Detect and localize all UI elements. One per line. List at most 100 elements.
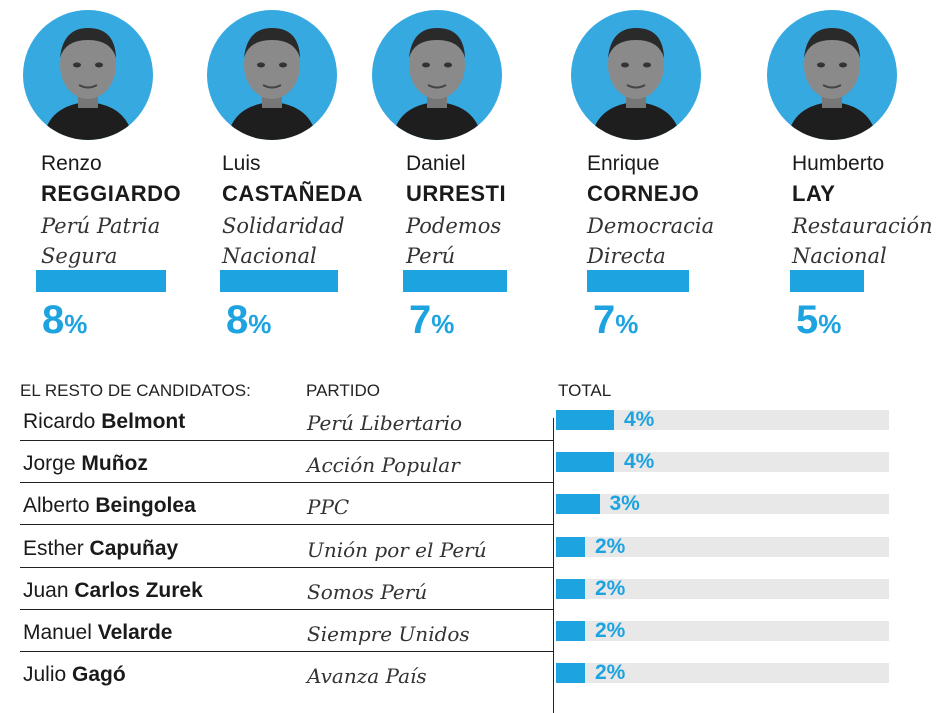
row-percentage: 2%: [595, 576, 626, 600]
candidate-bar: [36, 270, 166, 292]
column-divider: [553, 418, 554, 461]
table-row-name: Juan Carlos Zurek: [23, 579, 203, 603]
row-divider: [20, 566, 553, 568]
row-last-name: Muñoz: [81, 452, 148, 476]
column-divider: [553, 460, 554, 503]
row-last-name: Carlos Zurek: [74, 578, 203, 602]
row-percentage: 2%: [595, 661, 626, 685]
row-bar-track: [556, 663, 889, 684]
candidate-party: Podemos Perú: [406, 211, 576, 271]
candidate-bar: [790, 270, 864, 292]
row-bar-fill: [556, 536, 585, 557]
candidate-last-name: LAY: [792, 181, 836, 206]
row-first-name: Esther: [23, 536, 84, 560]
candidate-party-line: Perú: [406, 244, 456, 268]
row-divider: [20, 608, 553, 610]
column-divider: [553, 671, 554, 713]
row-last-name: Capuñay: [89, 536, 179, 560]
candidate-last-name: URRESTI: [406, 181, 507, 206]
header-total: TOTAL: [558, 381, 612, 400]
row-last-name: Velarde: [97, 621, 173, 644]
percentage-value: 7: [593, 298, 616, 342]
portrait-castaneda: [207, 10, 337, 140]
candidate-party-line: Perú Patria: [41, 214, 161, 238]
percentage-value: 8: [42, 298, 65, 342]
percentage-value: 8: [226, 298, 249, 342]
candidate-bar: [403, 270, 507, 292]
row-bar-track: [556, 410, 889, 430]
table-row-party: Avanza País: [307, 664, 427, 689]
candidate-party: Solidaridad Nacional: [222, 211, 392, 271]
row-percentage: 2%: [595, 619, 626, 642]
row-bar-track: [556, 621, 889, 641]
table-row-party: Acción Popular: [307, 453, 460, 478]
candidate-last-name: REGGIARDO: [41, 181, 182, 206]
candidate-percentage: 8%: [42, 298, 87, 343]
table-row-name: Julio Gagó: [23, 663, 126, 687]
table-row-party: Unión por el Perú: [307, 537, 487, 562]
row-percentage: 4%: [624, 408, 655, 431]
row-bar-fill: [556, 410, 614, 430]
row-first-name: Juan: [23, 578, 69, 602]
candidate-first-name: Enrique: [587, 152, 660, 175]
candidate-bar: [587, 270, 689, 292]
percentage-sign: %: [431, 309, 455, 339]
header-candidates: EL RESTO DE CANDIDATOS:: [20, 381, 251, 400]
table-row-name: Manuel Velarde: [23, 621, 172, 645]
row-percentage: 3%: [609, 492, 640, 516]
row-first-name: Ricardo: [23, 410, 96, 433]
table-row-party: Perú Libertario: [307, 411, 463, 435]
row-last-name: Belmont: [101, 410, 186, 433]
candidate-first-name: Daniel: [406, 152, 466, 175]
portrait-urresti: [372, 10, 502, 140]
portrait-lay: [767, 10, 897, 140]
candidate-party-line: Nacional: [792, 244, 887, 268]
portrait-reggiardo: [23, 10, 153, 140]
candidate-party-line: Podemos: [406, 214, 502, 238]
column-divider: [553, 586, 554, 629]
row-last-name: Gagó: [72, 663, 126, 687]
row-percentage: 4%: [624, 450, 655, 474]
row-first-name: Jorge: [23, 452, 76, 476]
header-party: PARTIDO: [306, 381, 380, 400]
candidate-party-line: Directa: [587, 244, 666, 268]
column-divider: [553, 502, 554, 545]
portrait-cornejo: [571, 10, 701, 140]
candidate-party-line: Segura: [41, 244, 118, 268]
candidate-last-name: CORNEJO: [587, 181, 700, 206]
row-divider: [20, 651, 553, 652]
candidate-percentage: 5%: [796, 298, 841, 343]
candidate-party-line: Solidaridad: [222, 214, 345, 238]
table-row-name: Jorge Muñoz: [23, 452, 148, 476]
row-bar-fill: [556, 621, 585, 641]
table-row-name: Ricardo Belmont: [23, 410, 185, 434]
row-bar-fill: [556, 494, 600, 515]
row-bar-fill: [556, 452, 614, 473]
row-percentage: 2%: [595, 534, 626, 558]
row-bar-fill: [556, 663, 585, 684]
percentage-sign: %: [818, 309, 842, 339]
candidate-party: Restauración Nacional: [792, 211, 942, 271]
row-first-name: Julio: [23, 663, 67, 687]
column-divider: [553, 629, 554, 672]
percentage-sign: %: [64, 309, 88, 339]
row-bar-track: [556, 494, 889, 515]
row-first-name: Alberto: [23, 494, 90, 518]
candidate-first-name: Humberto: [792, 152, 885, 175]
table-row-party: PPC: [307, 495, 350, 520]
candidate-percentage: 7%: [409, 298, 454, 343]
table-row-name: Alberto Beingolea: [23, 494, 196, 518]
percentage-sign: %: [248, 309, 272, 339]
candidate-party: Democracia Directa: [587, 211, 757, 271]
row-bar-track: [556, 578, 889, 599]
row-bar-track: [556, 452, 889, 473]
candidate-party-line: Nacional: [222, 244, 317, 268]
percentage-value: 5: [796, 298, 819, 342]
candidate-first-name: Luis: [222, 152, 261, 175]
row-first-name: Manuel: [23, 621, 92, 644]
row-divider: [20, 482, 553, 484]
column-divider: [553, 544, 554, 587]
percentage-sign: %: [615, 309, 639, 339]
row-divider: [20, 440, 553, 441]
candidate-last-name: CASTAÑEDA: [222, 181, 363, 206]
